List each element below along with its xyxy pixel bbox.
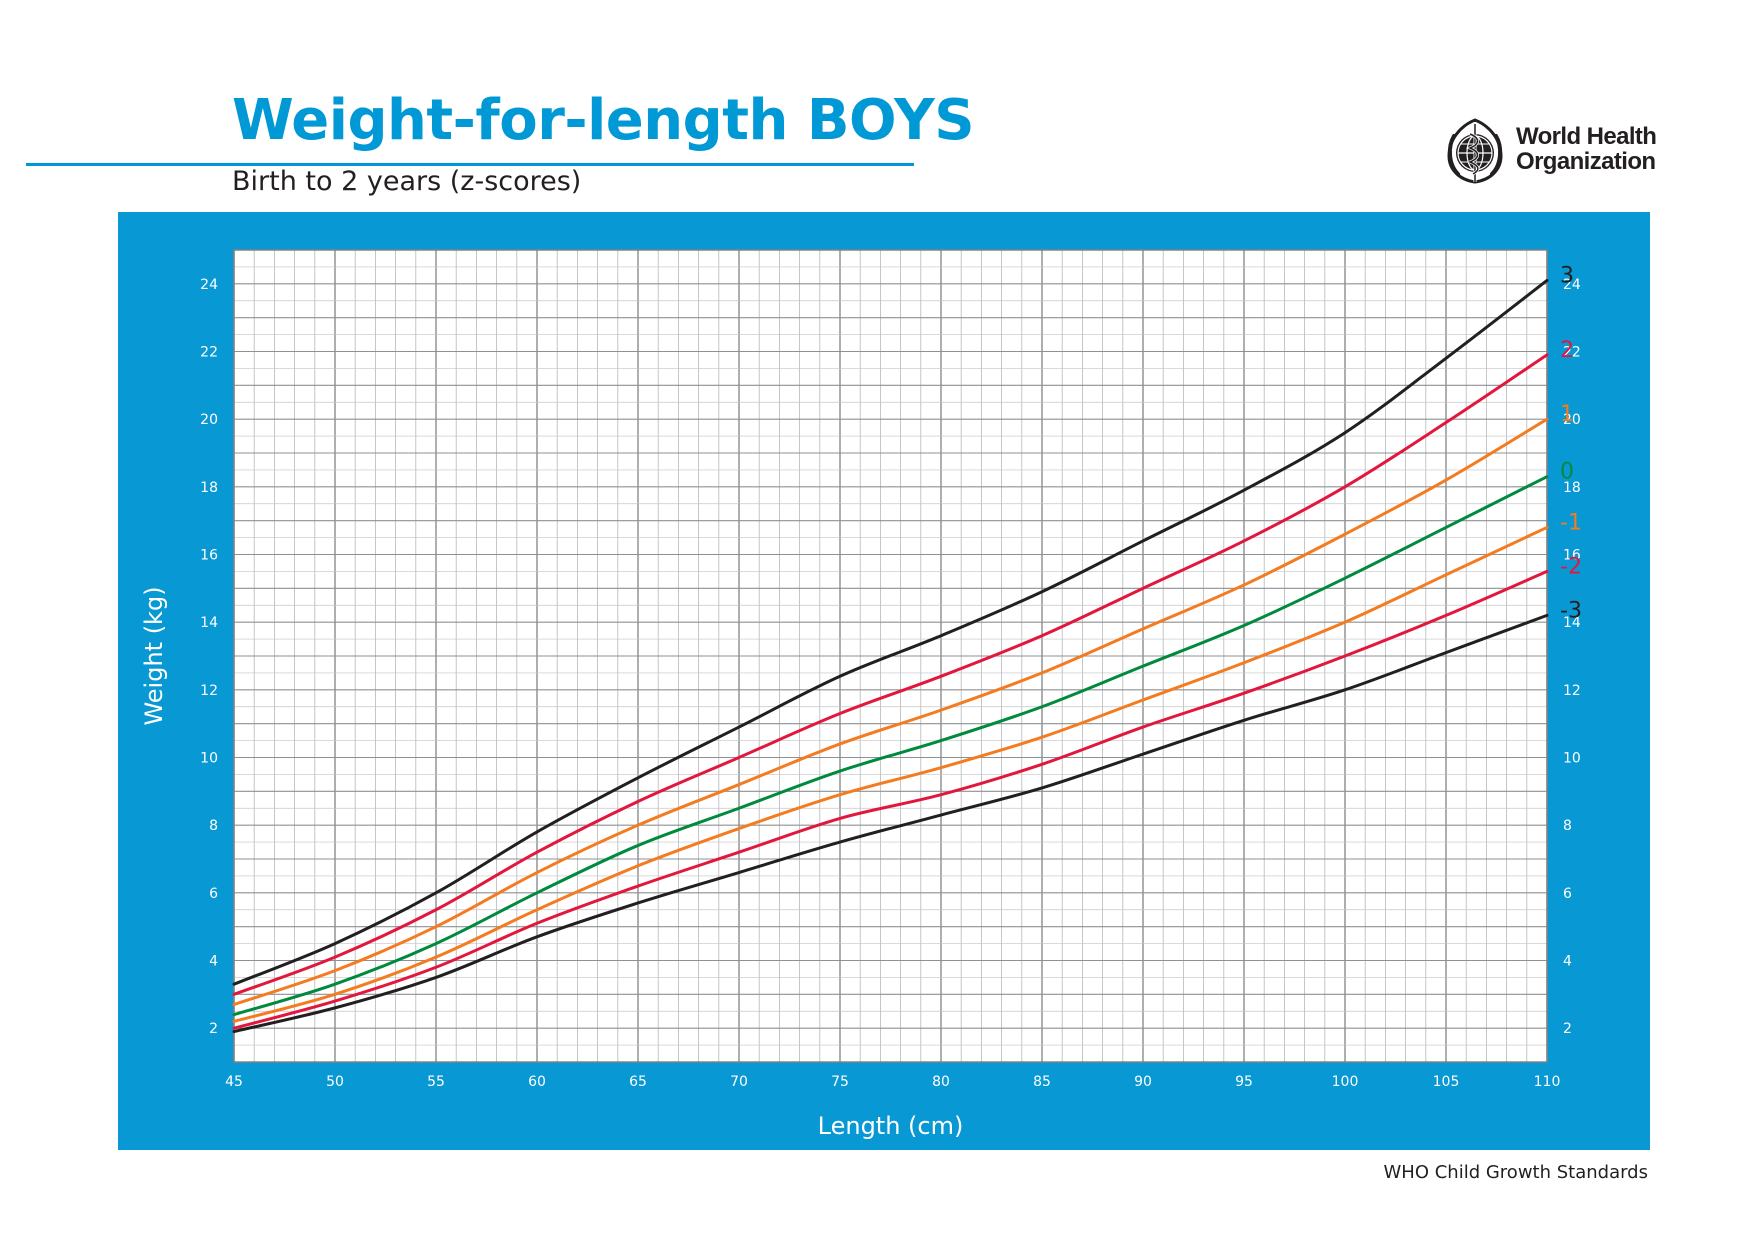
z-score-label-minus1: -1 bbox=[1560, 510, 1582, 535]
y-tick-label-right: 6 bbox=[1563, 886, 1572, 902]
y-tick-label-right: 8 bbox=[1563, 818, 1572, 834]
who-emblem-icon bbox=[1447, 118, 1503, 184]
z-score-label-2: 2 bbox=[1560, 338, 1574, 363]
z-score-line-minus1 bbox=[232, 525, 1549, 1023]
x-tick-label: 110 bbox=[1534, 1074, 1561, 1090]
x-axis-label: Length (cm) bbox=[818, 1112, 964, 1140]
y-tick-label-left: 14 bbox=[200, 615, 218, 631]
x-tick-label: 95 bbox=[1235, 1074, 1253, 1090]
plot-frame bbox=[233, 249, 1548, 1063]
y-tick-label-right: 10 bbox=[1563, 751, 1581, 767]
y-tick-label-left: 24 bbox=[200, 277, 218, 293]
footer-source: WHO Child Growth Standards bbox=[1383, 1162, 1649, 1183]
organization-name: World Health Organization bbox=[1516, 123, 1657, 175]
x-tick-label: 85 bbox=[1033, 1074, 1051, 1090]
chart-panel: 45 50 55 60 65 70 75 80 85 90 95 100 105 110 2 2 4 4 6 6 8 8 1… bbox=[118, 212, 1650, 1150]
y-tick-label-right: 4 bbox=[1563, 954, 1572, 970]
x-tick-label: 50 bbox=[326, 1074, 344, 1090]
y-tick-label-left: 20 bbox=[200, 412, 218, 428]
z-score-line-minus2 bbox=[232, 569, 1549, 1030]
y-tick-label-left: 4 bbox=[209, 954, 218, 970]
y-tick-label-right: 22 bbox=[1563, 345, 1581, 361]
y-tick-label-right: 2 bbox=[1563, 1021, 1572, 1037]
x-tick-label: 90 bbox=[1134, 1074, 1152, 1090]
x-tick-label: 45 bbox=[225, 1074, 243, 1090]
y-tick-label-right: 16 bbox=[1563, 548, 1581, 564]
z-score-line-0 bbox=[232, 475, 1549, 1017]
z-score-line-2 bbox=[232, 353, 1549, 996]
y-tick-label-right: 18 bbox=[1563, 480, 1581, 496]
z-score-line-1 bbox=[232, 417, 1549, 1006]
title-divider bbox=[26, 163, 914, 166]
y-tick-label-left: 16 bbox=[200, 548, 218, 564]
y-tick-label-left: 12 bbox=[200, 683, 218, 699]
y-tick-label-left: 8 bbox=[209, 818, 218, 834]
y-tick-label-right: 20 bbox=[1563, 412, 1581, 428]
y-tick-label-left: 10 bbox=[200, 751, 218, 767]
x-tick-label: 55 bbox=[427, 1074, 445, 1090]
x-tick-label: 65 bbox=[629, 1074, 647, 1090]
z-score-line-minus3 bbox=[232, 613, 1549, 1034]
organization-name-line2: Organization bbox=[1516, 148, 1656, 175]
z-score-line-3 bbox=[232, 278, 1549, 986]
organization-name-line1: World Health bbox=[1516, 123, 1657, 150]
x-tick-label: 105 bbox=[1433, 1074, 1460, 1090]
chart-subtitle: Birth to 2 years (z-scores) bbox=[232, 166, 582, 197]
y-tick-label-left: 6 bbox=[209, 886, 218, 902]
y-tick-label-right: 14 bbox=[1563, 615, 1581, 631]
y-tick-label-left: 2 bbox=[209, 1021, 218, 1037]
x-tick-label: 100 bbox=[1332, 1074, 1359, 1090]
y-axis-label: Weight (kg) bbox=[140, 586, 168, 725]
z-score-label-0: 0 bbox=[1560, 460, 1574, 485]
x-tick-label: 80 bbox=[932, 1074, 950, 1090]
z-score-label-3: 3 bbox=[1560, 263, 1574, 288]
z-score-label-minus3: -3 bbox=[1560, 598, 1582, 623]
y-tick-label-right: 24 bbox=[1563, 277, 1581, 293]
y-tick-label-left: 18 bbox=[200, 480, 218, 496]
chart-title: Weight-for-length BOYS bbox=[232, 88, 975, 153]
x-tick-label: 60 bbox=[528, 1074, 546, 1090]
z-score-label-1: 1 bbox=[1560, 402, 1574, 427]
y-tick-label-right: 12 bbox=[1563, 683, 1581, 699]
x-tick-label: 75 bbox=[831, 1074, 849, 1090]
x-tick-label: 70 bbox=[730, 1074, 748, 1090]
y-tick-label-left: 22 bbox=[200, 345, 218, 361]
z-score-label-minus2: -2 bbox=[1560, 554, 1582, 579]
